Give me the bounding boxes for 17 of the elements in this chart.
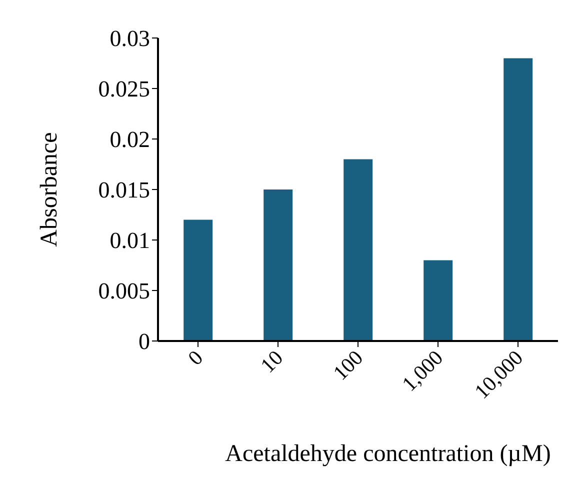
x-tick-label: 100 — [328, 346, 368, 385]
y-tick-label: 0.025 — [98, 76, 150, 102]
x-tick-label: 0 — [183, 346, 208, 370]
y-tick-label: 0 — [138, 329, 150, 354]
bar — [264, 190, 293, 341]
y-tick-label: 0.005 — [98, 278, 150, 304]
y-tick-label: 0.02 — [110, 127, 150, 152]
bar — [504, 58, 533, 341]
y-tick-label: 0.03 — [110, 26, 150, 52]
y-axis-title: Absorbance — [36, 132, 63, 247]
x-axis-title: Acetaldehyde concentration (µM) — [225, 441, 551, 467]
y-tick-label: 0.01 — [110, 228, 150, 254]
bar — [424, 260, 453, 341]
y-tick-label: 0.015 — [98, 178, 150, 203]
x-tick-label: 10 — [256, 346, 288, 378]
bar — [344, 159, 373, 341]
bar — [184, 220, 213, 341]
